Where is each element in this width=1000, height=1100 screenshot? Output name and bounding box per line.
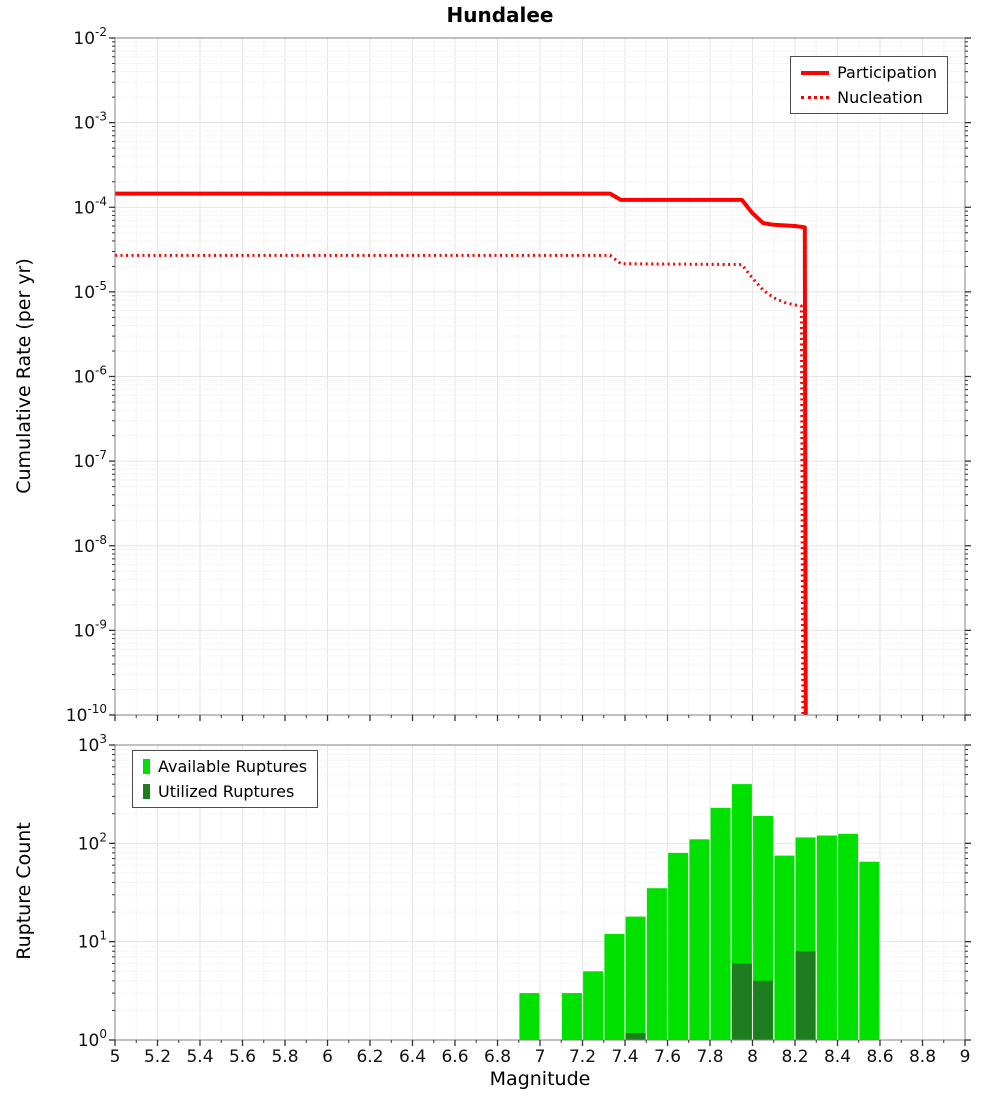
legend-item-nucleation: Nucleation xyxy=(801,88,937,107)
svg-text:8.6: 8.6 xyxy=(866,1047,893,1067)
svg-text:5.4: 5.4 xyxy=(186,1047,213,1067)
svg-text:7.8: 7.8 xyxy=(696,1047,723,1067)
svg-text:10-3: 10-3 xyxy=(73,110,107,134)
legend-item-available-ruptures: Available Ruptures xyxy=(143,757,307,776)
svg-text:7.2: 7.2 xyxy=(569,1047,596,1067)
svg-text:8.8: 8.8 xyxy=(909,1047,936,1067)
top-chart-legend: Participation Nucleation xyxy=(790,56,948,114)
svg-text:6.4: 6.4 xyxy=(399,1047,426,1067)
participation-line-icon xyxy=(801,70,830,75)
chart-title: Hundalee xyxy=(446,3,554,27)
svg-text:7.4: 7.4 xyxy=(611,1047,638,1067)
svg-text:10-2: 10-2 xyxy=(73,25,107,49)
svg-text:8: 8 xyxy=(747,1047,758,1067)
svg-text:10-7: 10-7 xyxy=(73,448,107,472)
utilized-ruptures-swatch-icon xyxy=(143,784,150,799)
svg-text:7: 7 xyxy=(535,1047,546,1067)
svg-text:6.8: 6.8 xyxy=(484,1047,511,1067)
top-y-axis-label: Cumulative Rate (per yr) xyxy=(13,258,35,494)
bottom-y-axis-label: Rupture Count xyxy=(13,822,35,960)
svg-text:100: 100 xyxy=(78,1027,107,1051)
available-ruptures-swatch-icon xyxy=(143,759,150,774)
svg-text:102: 102 xyxy=(78,830,107,854)
nucleation-line-icon xyxy=(801,96,830,99)
svg-text:5.8: 5.8 xyxy=(271,1047,298,1067)
bottom-chart-legend: Available Ruptures Utilized Ruptures xyxy=(132,750,319,808)
svg-text:5: 5 xyxy=(110,1047,121,1067)
legend-item-participation: Participation xyxy=(801,63,937,82)
legend-label-participation: Participation xyxy=(837,63,937,82)
svg-text:5.2: 5.2 xyxy=(144,1047,171,1067)
svg-text:8.2: 8.2 xyxy=(781,1047,808,1067)
svg-text:6.6: 6.6 xyxy=(441,1047,468,1067)
svg-text:5.6: 5.6 xyxy=(229,1047,256,1067)
svg-text:101: 101 xyxy=(78,929,107,953)
svg-text:10-5: 10-5 xyxy=(73,279,107,303)
svg-text:10-10: 10-10 xyxy=(66,702,107,726)
svg-text:6: 6 xyxy=(322,1047,333,1067)
svg-text:10-6: 10-6 xyxy=(73,364,107,388)
svg-text:9: 9 xyxy=(960,1047,971,1067)
svg-text:10-4: 10-4 xyxy=(73,194,107,218)
svg-text:8.4: 8.4 xyxy=(824,1047,851,1067)
legend-label-utilized-ruptures: Utilized Ruptures xyxy=(158,782,295,801)
svg-text:10-9: 10-9 xyxy=(73,617,107,641)
svg-text:10-8: 10-8 xyxy=(73,533,107,557)
legend-item-utilized-ruptures: Utilized Ruptures xyxy=(143,782,307,801)
legend-label-available-ruptures: Available Ruptures xyxy=(158,757,308,776)
svg-text:103: 103 xyxy=(78,732,107,756)
svg-text:6.2: 6.2 xyxy=(356,1047,383,1067)
svg-text:7.6: 7.6 xyxy=(654,1047,681,1067)
x-axis-label: Magnitude xyxy=(489,1068,591,1090)
legend-label-nucleation: Nucleation xyxy=(837,88,923,107)
